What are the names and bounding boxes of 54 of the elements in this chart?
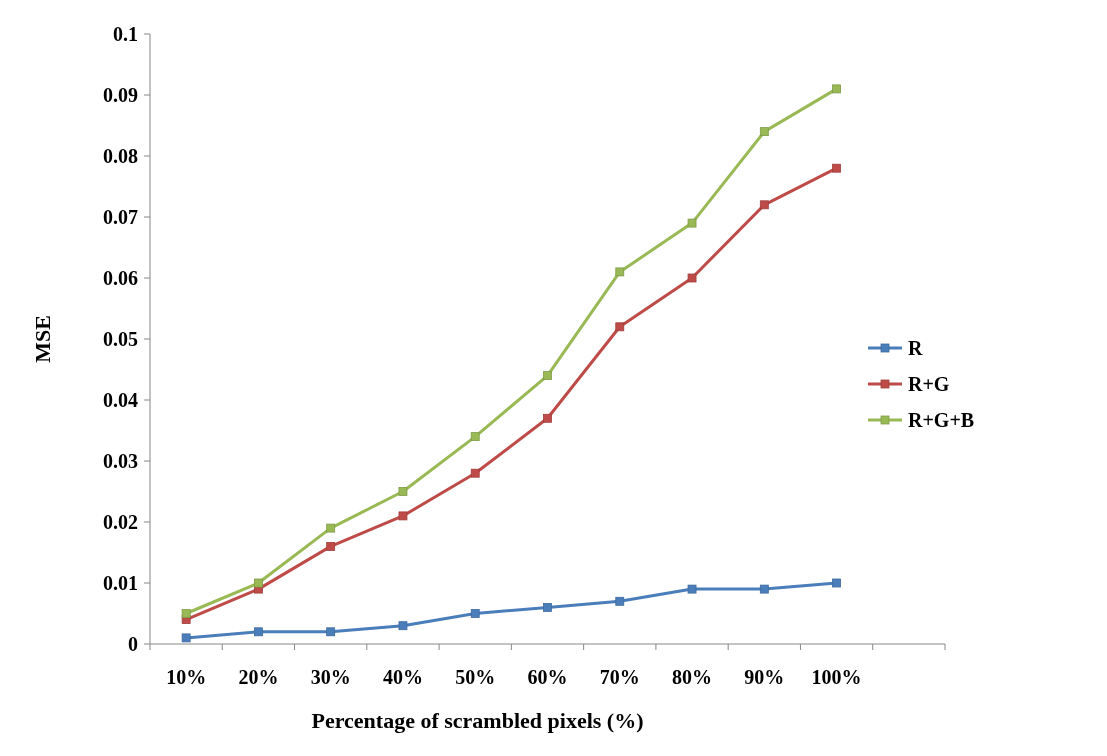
x-tick-label: 40% [382, 666, 423, 688]
y-tick-label: 0.07 [103, 206, 138, 228]
point [759, 200, 769, 210]
point [615, 322, 625, 332]
x-tick-label: 90% [744, 666, 785, 688]
point [254, 627, 263, 637]
point [759, 127, 769, 136]
point [181, 609, 191, 618]
y-axis-title: MSE [30, 315, 55, 363]
y-tick-label: 0.04 [103, 389, 138, 411]
x-tick-label: 70% [599, 666, 640, 688]
x-tick-label: 20% [238, 666, 279, 688]
legend-label: R+G [908, 373, 950, 395]
x-tick-label: 100% [811, 666, 862, 688]
legend-label: R [908, 337, 923, 359]
point [326, 542, 336, 551]
x-tick-label: 10% [166, 666, 207, 688]
point [687, 584, 697, 594]
point [326, 627, 336, 637]
x-tick-label: 60% [527, 666, 568, 688]
x-axis-title: Percentage of scrambled pixels (%) [311, 708, 644, 733]
point [398, 621, 408, 631]
point [181, 633, 191, 643]
point [832, 84, 841, 94]
point [543, 413, 552, 423]
point [687, 218, 697, 228]
point [543, 371, 552, 380]
x-tick-label: 30% [310, 666, 351, 688]
point [832, 163, 841, 173]
x-tick-label: 80% [672, 666, 713, 688]
y-tick-label: 0.06 [103, 267, 138, 289]
point [687, 273, 697, 283]
y-tick-label: 0.01 [103, 572, 138, 594]
point [254, 578, 263, 588]
x-tick-label: 50% [455, 666, 496, 688]
point [470, 609, 480, 618]
point [543, 603, 552, 612]
point [470, 468, 480, 478]
point [759, 584, 769, 594]
y-tick-label: 0.02 [103, 511, 138, 533]
point [398, 487, 408, 496]
y-tick-label: 0.1 [113, 23, 138, 45]
point [615, 596, 625, 606]
y-tick-label: 0.03 [103, 450, 138, 472]
y-tick-label: 0 [128, 633, 138, 655]
y-tick-label: 0.05 [103, 328, 138, 350]
y-tick-label: 0.08 [103, 145, 138, 167]
point [326, 523, 336, 533]
y-tick-label: 0.09 [103, 84, 138, 106]
point [470, 432, 480, 441]
legend-label: R+G+B [908, 409, 975, 431]
point [615, 267, 625, 277]
point [398, 511, 408, 521]
point [832, 578, 841, 588]
